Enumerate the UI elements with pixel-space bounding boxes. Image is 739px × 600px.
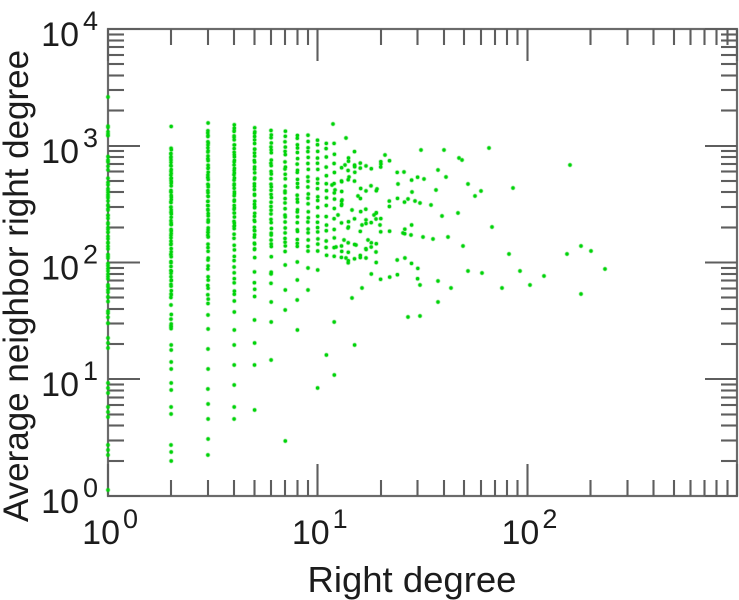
svg-text:10: 10 (41, 133, 79, 171)
svg-text:2: 2 (542, 504, 557, 534)
svg-text:2: 2 (83, 240, 98, 270)
svg-text:10: 10 (41, 250, 79, 288)
svg-text:3: 3 (83, 123, 98, 153)
svg-text:1: 1 (83, 356, 98, 386)
svg-text:10: 10 (292, 514, 330, 552)
svg-text:1: 1 (333, 504, 348, 534)
svg-text:10: 10 (82, 514, 120, 552)
svg-text:10: 10 (502, 514, 540, 552)
svg-text:10: 10 (41, 366, 79, 404)
svg-text:10: 10 (41, 16, 79, 54)
svg-text:0: 0 (83, 473, 98, 503)
svg-text:Average neighbor right degree: Average neighbor right degree (0, 50, 36, 522)
svg-text:10: 10 (41, 483, 79, 521)
svg-text:Right degree: Right degree (307, 559, 516, 600)
svg-text:4: 4 (83, 6, 98, 36)
svg-text:0: 0 (123, 504, 138, 534)
